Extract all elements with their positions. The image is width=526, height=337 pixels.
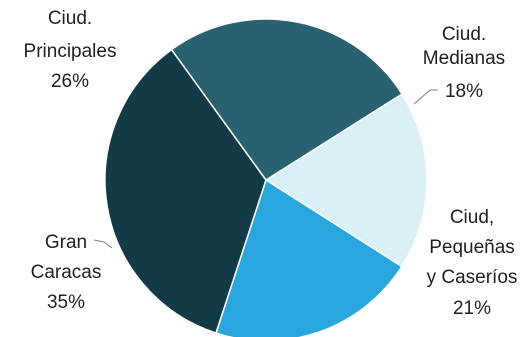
slice-percent: 35% [47,292,85,313]
slice-ciud-principales [170,18,404,182]
leader-line [93,239,113,249]
slice-ciud-pequenas-y-caserios [215,178,403,337]
slice-label-line: Gran [45,232,87,253]
slice-gran-caracas [104,48,267,334]
slice-label-line: Ciud. [48,8,92,29]
slice-percent: 21% [453,298,491,319]
slice-labels: Ciud. Medianas 18% Ciud, Pequeñas y Caseríos 2… [24,8,518,319]
slice-label-ciud-pequenas-y-caserios: Ciud, Pequeñas y Caseríos 21% [427,207,518,319]
slice-label-line: Ciud, [450,207,494,228]
slice-label-gran-caracas: Gran Caracas 35% [31,232,102,313]
slice-label-line: Medianas [423,48,505,69]
pie-slices [104,18,428,337]
slice-label-ciud-principales: Ciud. Principales 26% [24,8,117,92]
slice-label-ciud-medianas: Ciud. Medianas 18% [423,24,505,102]
slice-label-line: Ciud. [442,24,486,45]
slice-label-line: Principales [24,41,117,62]
slice-label-line: Pequeñas [429,237,515,258]
leader-line [413,89,438,105]
slice-label-line: y Caseríos [427,267,518,288]
slice-percent: 18% [445,81,483,102]
slice-label-line: Caracas [31,262,102,283]
leader-lines [93,89,438,249]
slice-ciud-medianas [264,92,428,268]
slice-percent: 26% [51,71,89,92]
